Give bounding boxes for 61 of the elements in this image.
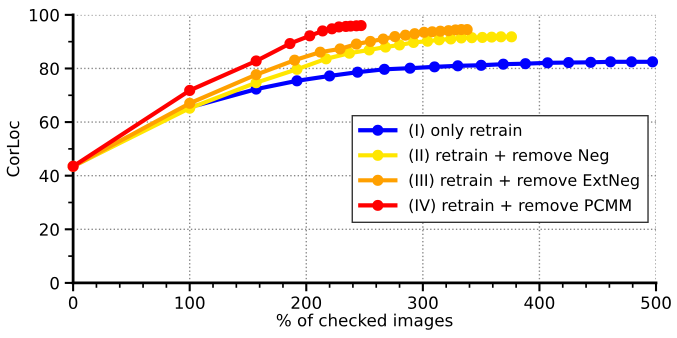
point — [476, 32, 488, 43]
y-tick-label: 20 — [40, 223, 59, 236]
point — [304, 30, 316, 42]
point — [604, 56, 616, 68]
point — [350, 38, 362, 50]
point — [378, 33, 389, 45]
point — [542, 57, 554, 68]
point — [334, 43, 346, 54]
x-axis-title: % of checked images — [276, 314, 452, 330]
point — [466, 32, 478, 44]
point — [626, 56, 638, 68]
point — [364, 36, 376, 47]
point — [324, 70, 336, 82]
y-tick-label: 60 — [40, 116, 59, 129]
point — [520, 58, 531, 70]
y-tick-label: 80 — [40, 62, 59, 76]
x-tick-label: 400 — [524, 296, 554, 309]
point — [408, 36, 420, 48]
y-tick-label: 40 — [40, 170, 59, 182]
point — [320, 53, 332, 64]
point — [404, 62, 416, 74]
point — [344, 48, 355, 59]
point — [289, 54, 300, 66]
point — [563, 57, 574, 68]
x-tick-label: 500 — [641, 296, 671, 309]
point — [184, 98, 196, 109]
point — [378, 64, 390, 75]
legend-label: (III) retrain + remove ExtNeg — [410, 174, 639, 190]
point — [498, 58, 509, 70]
x-tick-label: 100 — [176, 296, 204, 309]
point — [495, 31, 507, 42]
point — [291, 64, 303, 75]
y-tick-label: 100 — [30, 8, 59, 22]
point — [486, 32, 498, 43]
point — [428, 61, 440, 72]
point — [646, 56, 658, 68]
point — [284, 38, 296, 50]
point — [250, 55, 262, 67]
point — [184, 84, 196, 96]
y-tick-label: 0 — [50, 276, 59, 290]
legend-label: (IV) retrain + remove PCMM — [410, 198, 631, 214]
x-tick-label: 0 — [68, 296, 78, 309]
y-axis-title: CorLoc — [6, 121, 20, 176]
point — [585, 56, 596, 68]
x-tick-label: 200 — [292, 296, 322, 309]
point — [314, 46, 326, 58]
point — [317, 25, 328, 37]
point — [352, 66, 364, 78]
point — [422, 36, 434, 47]
point — [506, 31, 518, 42]
point — [389, 31, 400, 42]
x-tick-label: 300 — [408, 296, 438, 309]
point — [409, 28, 420, 40]
point — [452, 60, 464, 72]
point — [394, 39, 406, 50]
point — [400, 30, 411, 41]
point — [291, 75, 303, 86]
point — [250, 69, 262, 80]
legend-label: (II) retrain + remove Neg — [410, 148, 608, 164]
legend-label: (I) only retrain — [410, 124, 522, 140]
point — [476, 60, 487, 71]
